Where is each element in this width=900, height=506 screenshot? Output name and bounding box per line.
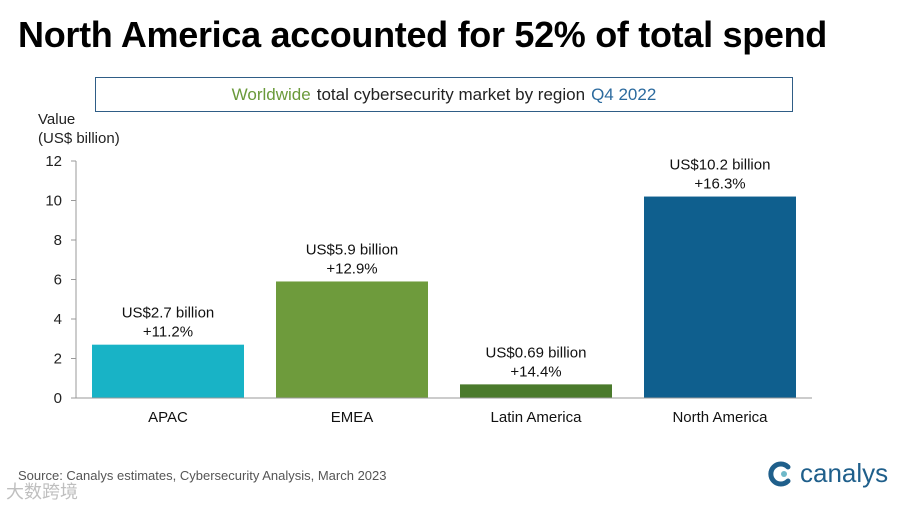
- data-label-value: US$0.69 billion: [486, 344, 587, 361]
- y-axis-title: Value (US$ billion): [38, 110, 120, 148]
- y-tick-label: 6: [54, 272, 62, 289]
- x-tick-label: North America: [672, 409, 768, 426]
- data-label-growth: +11.2%: [143, 324, 193, 341]
- bar-apac: [92, 344, 244, 398]
- bar-latin-america: [460, 384, 612, 398]
- bar-emea: [276, 281, 428, 398]
- y-tick-label: 4: [54, 311, 62, 328]
- x-tick-label: EMEA: [331, 409, 374, 426]
- canalys-logo: canalys: [766, 458, 888, 489]
- y-axis-title-line2: (US$ billion): [38, 130, 120, 147]
- data-label-growth: +14.4%: [510, 363, 561, 380]
- y-axis-ticks: 0 2 4 6 8 10 12: [45, 153, 76, 407]
- chart-bars: [92, 196, 796, 398]
- chart-subtitle: Worldwide total cybersecurity market by …: [95, 77, 793, 112]
- source-note: Source: Canalys estimates, Cybersecurity…: [18, 468, 387, 483]
- y-tick-label: 0: [54, 390, 62, 407]
- y-tick-label: 12: [45, 153, 62, 170]
- subtitle-period: Q4 2022: [591, 84, 657, 104]
- canalys-logo-text: canalys: [800, 458, 889, 488]
- y-axis-title-line1: Value: [38, 111, 76, 128]
- data-label-value: US$5.9 billion: [306, 241, 399, 258]
- data-label-growth: +12.9%: [326, 260, 377, 277]
- x-tick-label: Latin America: [491, 409, 583, 426]
- subtitle-market: total cybersecurity market by region: [316, 84, 586, 104]
- page-title: North America accounted for 52% of total…: [18, 14, 827, 55]
- chart-axes: [75, 161, 812, 399]
- bar-north-america: [644, 196, 796, 398]
- chart-labels: US$2.7 billion +11.2% APAC US$5.9 billion +1…: [122, 157, 771, 426]
- y-tick-label: 2: [54, 351, 62, 368]
- watermark: 大数跨境: [6, 482, 78, 502]
- data-label-value: US$10.2 billion: [670, 157, 771, 174]
- canalys-logo-icon: [768, 461, 791, 486]
- data-label-growth: +16.3%: [694, 176, 745, 193]
- data-label-value: US$2.7 billion: [122, 305, 215, 322]
- y-tick-label: 10: [45, 193, 62, 210]
- subtitle-worldwide: Worldwide: [231, 84, 311, 104]
- y-tick-label: 8: [54, 232, 62, 249]
- x-tick-label: APAC: [148, 409, 188, 426]
